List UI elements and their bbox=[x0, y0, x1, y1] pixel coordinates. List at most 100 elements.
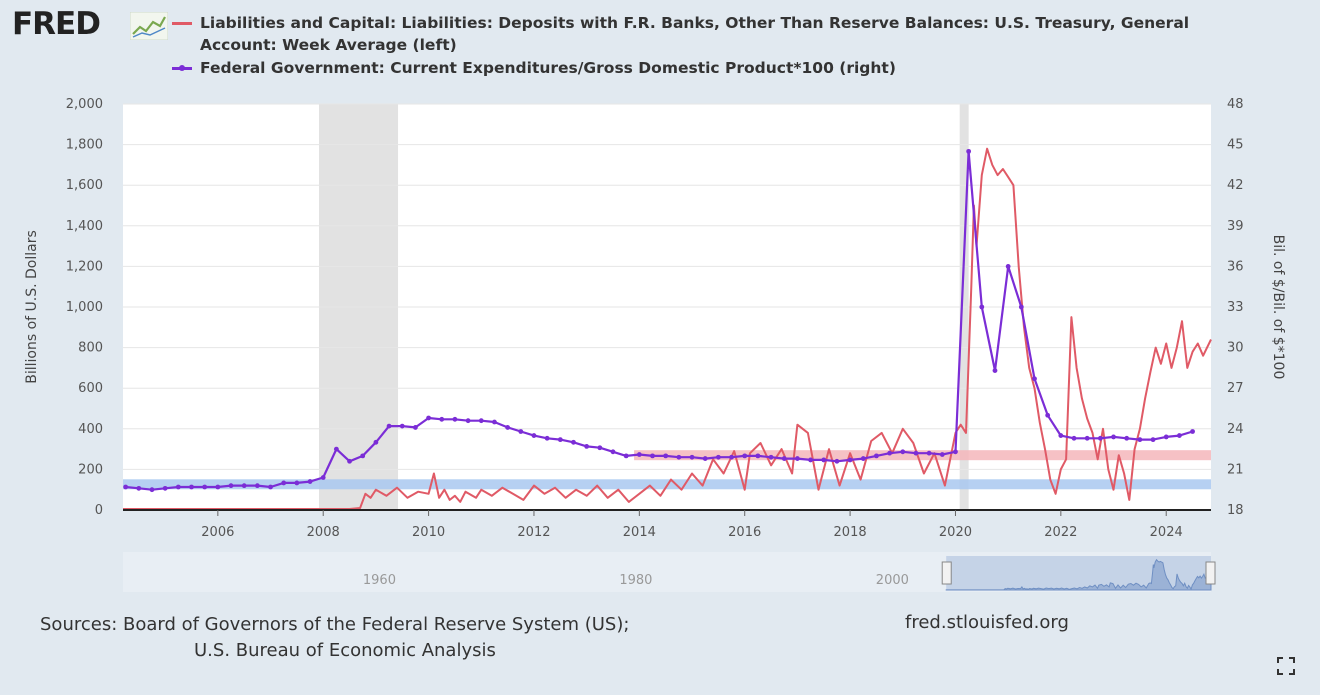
data-point[interactable] bbox=[228, 483, 234, 489]
data-point[interactable] bbox=[373, 439, 379, 445]
y-right-tick-label: 33 bbox=[1227, 300, 1244, 315]
data-point[interactable] bbox=[663, 453, 669, 459]
data-point[interactable] bbox=[821, 457, 827, 463]
navigator-selection[interactable] bbox=[946, 556, 1211, 590]
data-point[interactable] bbox=[1150, 437, 1156, 443]
data-point[interactable] bbox=[781, 456, 787, 461]
data-point[interactable] bbox=[1111, 434, 1116, 440]
x-tick-label: 2024 bbox=[1150, 525, 1183, 540]
chart-legend: Liabilities and Capital: Liabilities: De… bbox=[172, 12, 1252, 80]
data-point[interactable] bbox=[808, 457, 813, 463]
data-point[interactable] bbox=[149, 487, 155, 493]
data-point[interactable] bbox=[1058, 433, 1064, 438]
data-point[interactable] bbox=[610, 449, 616, 455]
data-point[interactable] bbox=[386, 423, 392, 429]
data-point[interactable] bbox=[175, 484, 181, 490]
data-point[interactable] bbox=[834, 458, 840, 464]
data-point[interactable] bbox=[1097, 435, 1103, 441]
data-point[interactable] bbox=[966, 148, 972, 154]
data-point[interactable] bbox=[597, 445, 603, 451]
data-point[interactable] bbox=[1163, 434, 1169, 440]
chart-area: 2006 2008 2010 2012 2014 2016 2018 2020 2022 2024… bbox=[24, 97, 1286, 592]
data-point[interactable] bbox=[518, 429, 524, 434]
data-point[interactable] bbox=[926, 450, 932, 456]
y-axis-left-label: Billions of U.S. Dollars bbox=[24, 230, 40, 384]
data-point[interactable] bbox=[676, 454, 682, 460]
data-point[interactable] bbox=[281, 480, 287, 486]
data-point[interactable] bbox=[254, 483, 260, 489]
site-url[interactable]: fred.stlouisfed.org bbox=[905, 612, 1069, 633]
data-point[interactable] bbox=[1032, 376, 1037, 382]
data-point[interactable] bbox=[426, 415, 431, 421]
data-point[interactable] bbox=[162, 485, 168, 491]
sources-line-1: Sources: Board of Governors of the Feder… bbox=[40, 614, 630, 635]
data-point[interactable] bbox=[742, 453, 748, 459]
range-navigator[interactable]: 1960 1980 2000 bbox=[123, 552, 1216, 592]
navigator-left-handle[interactable] bbox=[941, 561, 952, 585]
data-point[interactable] bbox=[1124, 435, 1130, 441]
data-point[interactable] bbox=[623, 453, 629, 459]
data-point[interactable] bbox=[439, 416, 445, 422]
data-point[interactable] bbox=[1084, 435, 1090, 441]
data-point[interactable] bbox=[874, 453, 879, 459]
data-point[interactable] bbox=[689, 454, 695, 460]
data-point[interactable] bbox=[320, 475, 326, 480]
y-left-tick-label: 0 bbox=[95, 503, 103, 518]
data-point[interactable] bbox=[202, 484, 208, 490]
data-point[interactable] bbox=[413, 425, 418, 430]
data-point[interactable] bbox=[755, 453, 761, 459]
data-point[interactable] bbox=[650, 453, 655, 459]
data-point[interactable] bbox=[544, 435, 550, 441]
data-point[interactable] bbox=[900, 449, 906, 455]
data-point[interactable] bbox=[860, 456, 866, 461]
legend-item-expenditures-gdp[interactable]: Federal Government: Current Expenditures… bbox=[172, 57, 1252, 79]
data-point[interactable] bbox=[465, 418, 471, 424]
data-point[interactable] bbox=[913, 450, 919, 456]
data-point[interactable] bbox=[847, 457, 853, 463]
data-point[interactable] bbox=[557, 437, 563, 443]
data-point[interactable] bbox=[702, 456, 708, 461]
data-point[interactable] bbox=[953, 449, 958, 455]
data-point[interactable] bbox=[1045, 412, 1051, 418]
data-point[interactable] bbox=[360, 453, 366, 459]
data-point[interactable] bbox=[636, 452, 642, 457]
y-right-tick-label: 39 bbox=[1227, 219, 1244, 234]
data-point[interactable] bbox=[887, 450, 893, 456]
data-point[interactable] bbox=[241, 483, 247, 489]
data-point[interactable] bbox=[268, 484, 273, 490]
data-point[interactable] bbox=[1137, 437, 1143, 443]
data-point[interactable] bbox=[571, 439, 576, 445]
legend-item-treasury-account[interactable]: Liabilities and Capital: Liabilities: De… bbox=[172, 12, 1252, 56]
data-point[interactable] bbox=[584, 443, 590, 449]
fullscreen-icon[interactable] bbox=[1276, 656, 1296, 676]
data-point[interactable] bbox=[1018, 304, 1024, 310]
navigator-right-handle[interactable] bbox=[1205, 561, 1216, 585]
data-point[interactable] bbox=[729, 454, 734, 460]
data-point[interactable] bbox=[1190, 429, 1195, 434]
data-point[interactable] bbox=[795, 456, 800, 461]
data-point[interactable] bbox=[294, 480, 300, 486]
data-point[interactable] bbox=[1071, 435, 1077, 441]
data-point[interactable] bbox=[715, 454, 721, 460]
navigator-tick-label: 1960 bbox=[363, 573, 396, 588]
data-point[interactable] bbox=[768, 454, 774, 460]
data-point[interactable] bbox=[1176, 433, 1182, 438]
data-point[interactable] bbox=[307, 479, 313, 484]
data-point[interactable] bbox=[215, 484, 221, 490]
data-point[interactable] bbox=[992, 368, 998, 374]
data-point[interactable] bbox=[478, 418, 484, 424]
data-point[interactable] bbox=[531, 433, 537, 438]
data-point[interactable] bbox=[136, 485, 142, 491]
data-point[interactable] bbox=[979, 304, 985, 310]
data-point[interactable] bbox=[505, 425, 511, 430]
data-point[interactable] bbox=[1005, 264, 1011, 269]
data-point[interactable] bbox=[347, 458, 352, 464]
fred-chart-logo-icon bbox=[130, 12, 168, 40]
data-point[interactable] bbox=[123, 484, 129, 490]
data-point[interactable] bbox=[939, 452, 945, 457]
data-point[interactable] bbox=[452, 416, 458, 422]
data-point[interactable] bbox=[189, 484, 194, 490]
data-point[interactable] bbox=[333, 446, 339, 452]
data-point[interactable] bbox=[399, 423, 405, 429]
data-point[interactable] bbox=[492, 419, 497, 425]
